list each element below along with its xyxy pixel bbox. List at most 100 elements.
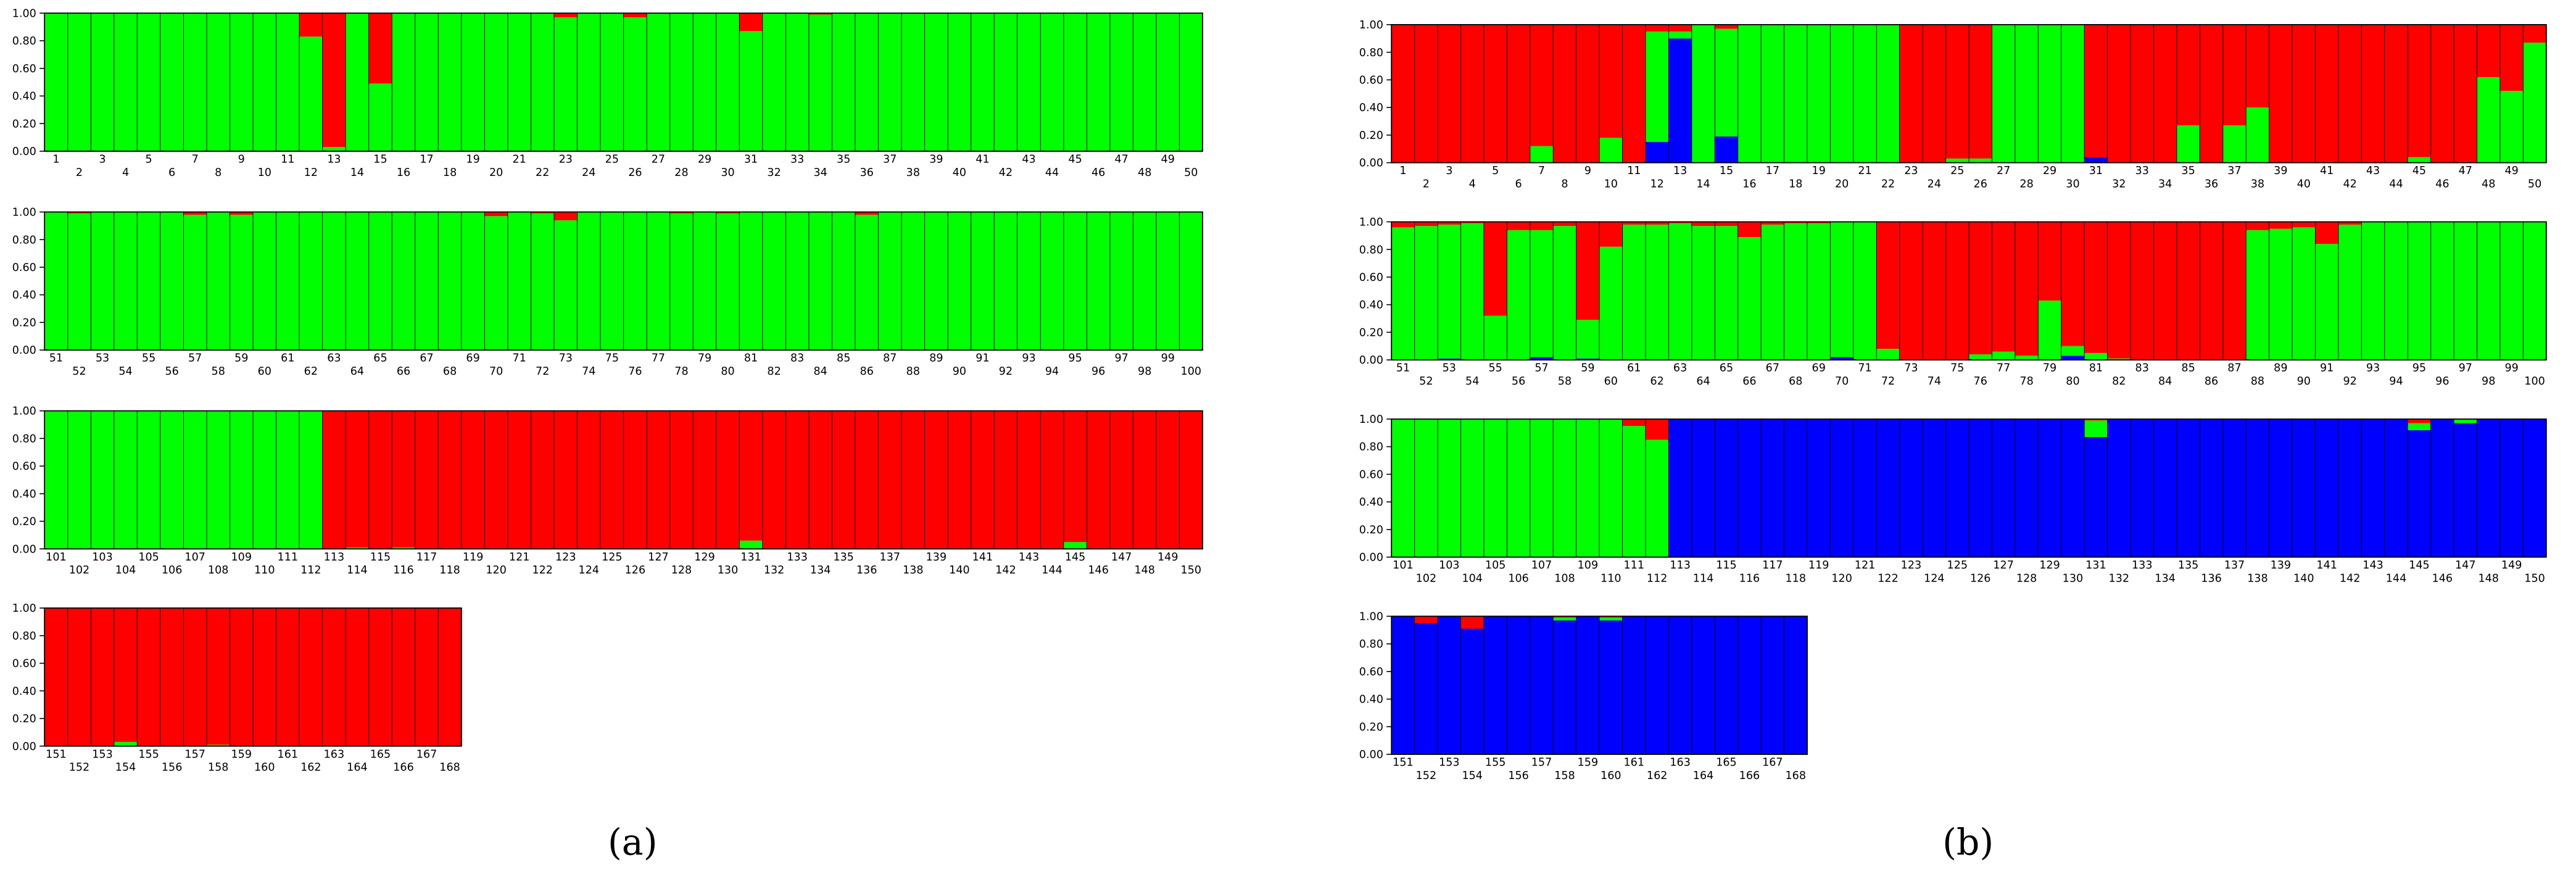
x-tick-label: 158 [1554,770,1575,782]
bar-segment [507,13,531,151]
x-tick-label: 88 [2251,375,2264,388]
x-tick-label: 10 [1604,178,1618,190]
bar-segment [1737,419,1762,557]
bar-segment [392,410,415,548]
bar-segment [762,13,786,151]
plot-frame [1391,615,1808,755]
x-tick-label: 85 [837,352,850,365]
y-tick-label: 0.00 [1359,552,1383,564]
x-tick-label: 39 [2274,165,2287,177]
bar-segment [1599,246,1623,360]
bar-segment [1063,212,1087,351]
bar-segment [1087,410,1110,549]
x-tick-label: 13 [327,154,341,166]
bar-segment [2523,222,2546,360]
x-tick-label: 134 [810,564,831,577]
bar-segment [1923,24,1946,163]
x-tick-label: 51 [49,352,63,365]
bar-segment [1715,24,1738,29]
bar-segment [2084,352,2108,360]
bar-segment [2499,91,2524,163]
x-tick-label: 128 [671,564,692,577]
bar-segment [832,212,855,351]
bar-segment [1945,24,1969,159]
x-tick-label: 96 [1091,365,1105,378]
bar-segment [2015,24,2039,163]
bar-segment [1179,212,1203,351]
bar-segment [484,216,508,351]
bar-segment [2269,419,2293,557]
bar-segment [1945,158,1969,163]
bar-segment [2015,419,2039,557]
x-tick-label: 127 [1993,559,2014,572]
x-tick-label: 20 [1835,178,1849,190]
bar-segment [1668,38,1692,163]
x-tick-label: 4 [122,167,129,179]
bar-segment [114,741,138,746]
bar-segment [1553,222,1576,227]
x-tick-label: 5 [145,154,152,166]
bar-segment [1761,616,1784,754]
bar-segment [2246,107,2269,163]
x-tick-label: 7 [192,154,199,166]
bar-segment [669,410,694,549]
x-tick-label: 108 [1554,572,1575,585]
bar-segment [346,212,369,351]
x-tick-label: 148 [2478,572,2499,585]
x-tick-label: 54 [118,365,132,378]
bar-segment [253,212,276,351]
bar-segment [1761,419,1784,557]
x-tick-label: 151 [1393,757,1414,769]
bar-segment [1737,237,1762,360]
x-tick-label: 76 [1974,375,1987,388]
bar-segment [1414,24,1438,163]
x-tick-label: 43 [1022,154,1035,166]
x-tick-label: 154 [115,762,136,774]
y-tick-label: 0.60 [1359,75,1383,87]
bar-segment [2107,358,2131,360]
bar-segment [2499,222,2524,360]
y-tick-label: 1.00 [12,602,36,615]
bar-segment [785,13,809,151]
bar-segment [2222,222,2247,360]
bar-segment [2477,419,2500,557]
x-tick-label: 81 [744,352,758,365]
x-tick-label: 149 [1158,551,1178,564]
x-tick-label: 166 [393,762,414,774]
bar-segment [1645,142,1669,163]
bar-segment [1576,358,1600,360]
bar-segment [1876,349,1900,360]
x-tick-label: 127 [648,551,669,564]
x-tick-label: 21 [513,154,526,166]
x-tick-label: 19 [1812,165,1826,177]
x-tick-label: 52 [1419,375,1433,388]
bar-segment [1853,24,1877,163]
x-tick-label: 54 [1465,375,1479,388]
x-tick-label: 141 [2316,559,2337,572]
x-tick-label: 152 [1416,770,1437,782]
bar-segment [1133,212,1156,351]
bar-segment [1156,212,1180,351]
x-tick-label: 94 [2389,375,2403,388]
bar-segment [1645,31,1669,143]
x-tick-label: 47 [2459,165,2472,177]
y-tick-label: 0.60 [12,658,36,670]
x-tick-label: 122 [1878,572,1899,585]
bar-segment [739,540,763,549]
bar-segment [2477,77,2500,163]
bar-segment [91,410,114,549]
bar-segment [531,410,555,549]
bar-segment [91,608,114,746]
bar-segment [415,13,439,151]
bar-segment [2246,230,2269,360]
y-tick-label: 0.20 [12,713,36,725]
bar-segment [1992,222,2015,352]
bar-segment [554,13,578,18]
bar-segment [368,410,392,549]
bar-segment [415,212,439,351]
y-tick-label: 0.20 [1359,327,1383,339]
bar-segment [1715,226,1738,360]
bar-segment [1063,13,1087,151]
x-tick-label: 125 [602,551,623,564]
bar-segment [230,608,254,746]
